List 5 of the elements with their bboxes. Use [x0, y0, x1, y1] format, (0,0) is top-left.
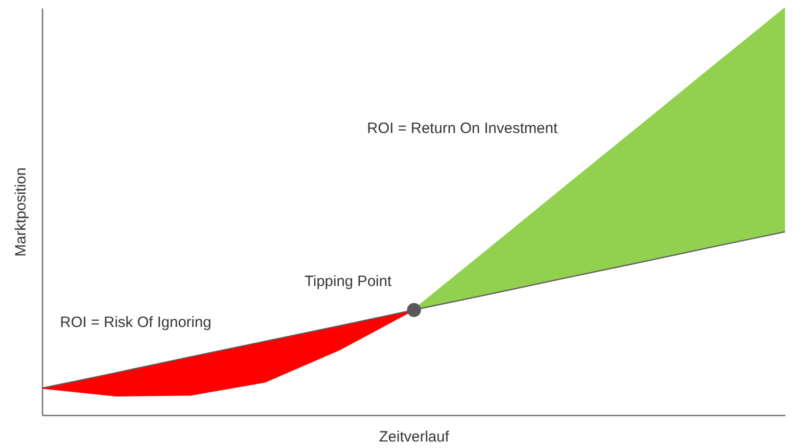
y-axis-title: Marktposition: [12, 167, 30, 257]
x-axis-title: Zeitverlauf: [378, 428, 450, 446]
annotation: ROI = Return On Investment: [367, 120, 558, 137]
annotation: ROI = Risk Of Ignoring: [60, 314, 212, 331]
annotation: Tipping Point: [304, 273, 392, 290]
